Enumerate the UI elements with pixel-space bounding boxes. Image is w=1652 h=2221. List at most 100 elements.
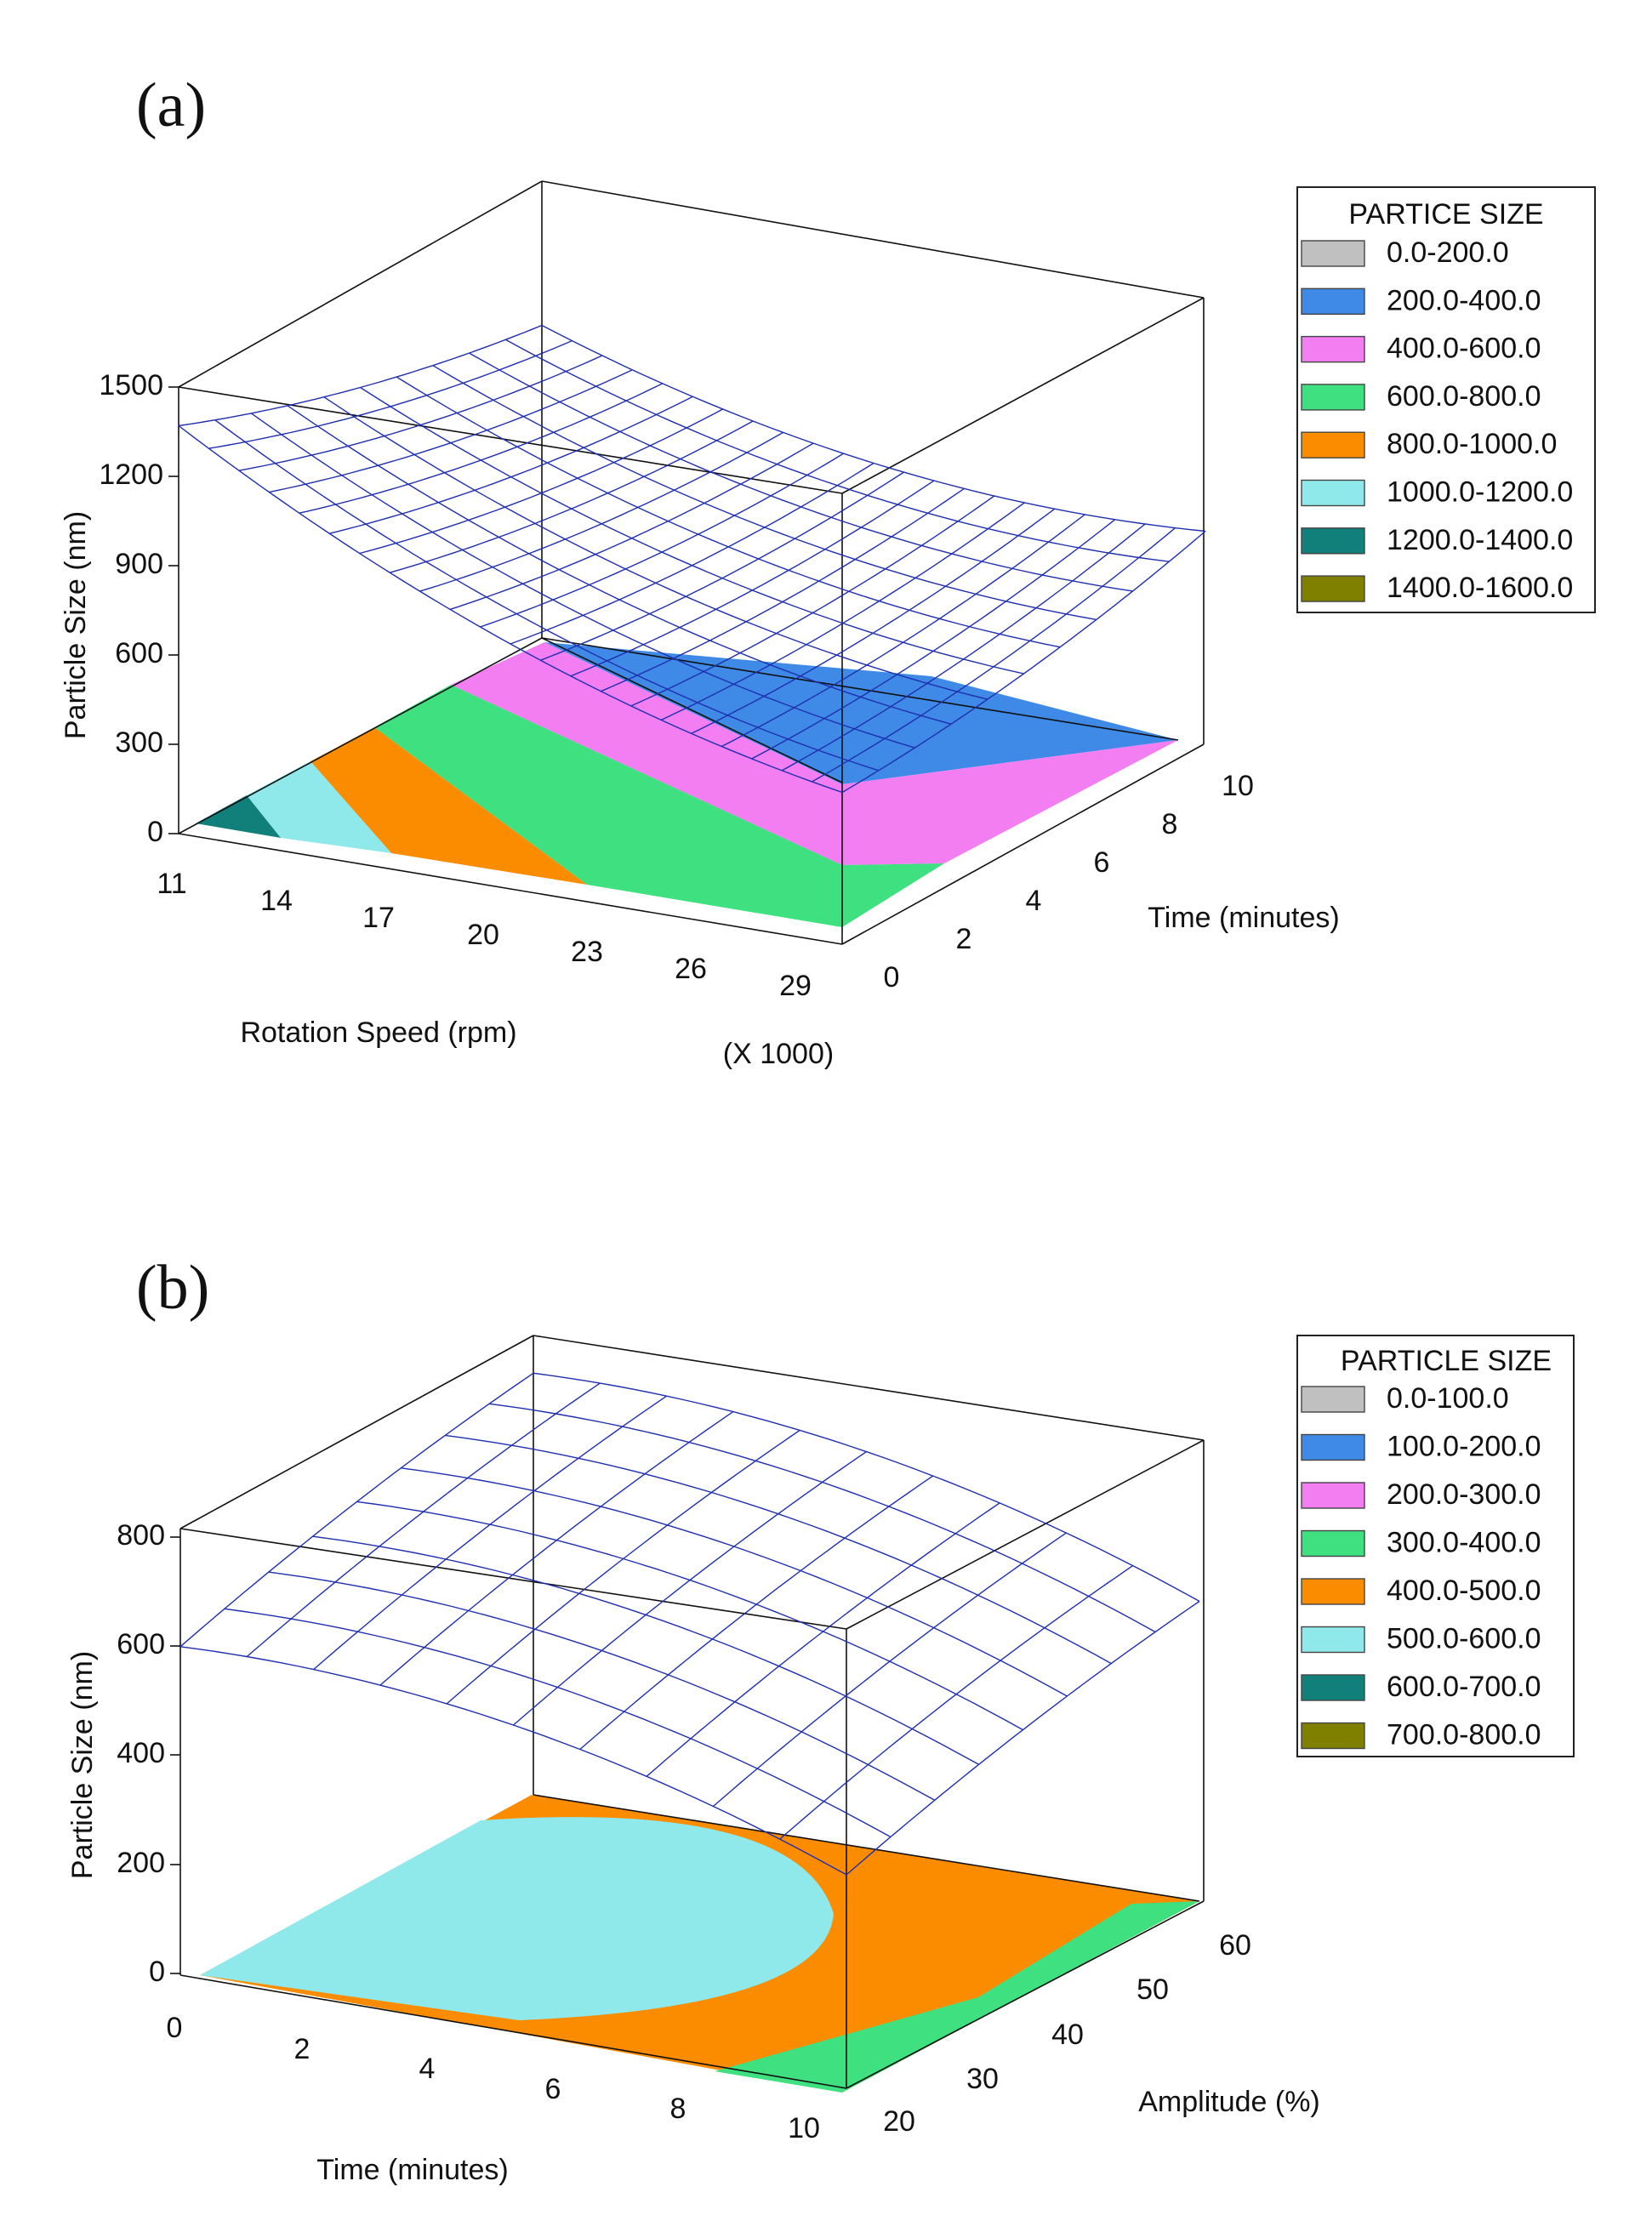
legend-swatch — [1301, 384, 1365, 411]
legend-entry-label: 600.0-700.0 — [1387, 1671, 1541, 1703]
floor-region-a-200-400 — [544, 642, 1178, 784]
legend-entry-label: 400.0-500.0 — [1387, 1575, 1541, 1607]
floor-contours-a — [196, 642, 1178, 927]
y-tick-label-b: 30 — [966, 2063, 999, 2095]
y-tick-label-b: 40 — [1051, 2019, 1084, 2051]
x-tick-label-a: 26 — [675, 953, 707, 985]
mesh-line — [238, 355, 603, 471]
z-tick-label-b: 0 — [149, 1956, 165, 1988]
legend-entry-label: 500.0-600.0 — [1387, 1622, 1541, 1654]
legend-swatch — [1301, 1386, 1365, 1413]
x-axis-label-a: Rotation Speed (rpm) — [240, 1017, 516, 1049]
box-frame-b — [179, 1335, 1205, 2089]
z-tick-label-b: 400 — [117, 1737, 165, 1769]
y-tick-label-b: 50 — [1136, 1973, 1169, 2006]
y-axis-label-a: Time (minutes) — [1148, 902, 1339, 934]
z-axis-a: 0 300 600 900 1200 1500 Particle Size (n… — [60, 369, 179, 848]
y-tick-label-a: 8 — [1162, 808, 1178, 840]
legend-swatch — [1301, 527, 1365, 555]
y-tick-label-a: 10 — [1222, 770, 1254, 802]
x-tick-label-a: 23 — [571, 936, 603, 968]
legend-swatch — [1301, 1482, 1365, 1509]
mesh-line — [178, 324, 543, 427]
mesh-line — [312, 1535, 979, 1765]
box-edge-b — [846, 1439, 1205, 1630]
z-axis-label-b: Particle Size (nm) — [66, 1651, 99, 1879]
y-axis-b: 20 30 40 50 60 Amplitude (%) — [883, 1929, 1320, 2138]
mesh-line — [721, 514, 1085, 748]
chart-a: (a) — [60, 71, 1596, 1070]
z-tick-label-a: 900 — [115, 548, 163, 580]
x-tick-label-b: 10 — [788, 2112, 820, 2144]
mesh-line — [779, 1565, 1134, 1840]
box-edge-b — [846, 1900, 1205, 2089]
legend-title-b: PARTICLE SIZE — [1341, 1345, 1552, 1377]
legend-entry-label: 800.0-1000.0 — [1387, 428, 1557, 460]
mesh-line — [841, 530, 1206, 794]
mesh-line — [390, 420, 754, 573]
y-tick-label-a: 0 — [884, 961, 900, 994]
legend-title-a: PARTICE SIZE — [1348, 198, 1543, 231]
mesh-line — [432, 365, 1097, 621]
z-tick-label-b: 600 — [117, 1628, 165, 1660]
mesh-line — [313, 1395, 667, 1671]
legend-entry-label: 600.0-800.0 — [1387, 380, 1541, 413]
x-tick-label-a: 17 — [362, 902, 395, 934]
mesh-line — [541, 324, 1206, 532]
mesh-line — [246, 1382, 601, 1658]
mesh-line — [533, 1372, 1200, 1603]
legend-entry-label: 1400.0-1600.0 — [1387, 572, 1573, 604]
z-tick-label-a: 1500 — [99, 369, 163, 401]
surface-mesh-a — [178, 324, 1206, 794]
x-tick-label-b: 0 — [167, 2012, 183, 2044]
box-edge-a — [841, 743, 1205, 945]
box-edge-a — [841, 297, 1205, 494]
legend-swatch — [1301, 240, 1365, 267]
legend-swatch — [1301, 1578, 1365, 1605]
x-tick-label-b: 2 — [294, 2033, 310, 2065]
x-tick-label-b: 6 — [545, 2073, 561, 2105]
box-edge-a — [178, 833, 843, 945]
legend-swatch — [1301, 288, 1365, 315]
mesh-line — [299, 383, 664, 514]
surface-mesh-b — [179, 1372, 1200, 1876]
z-tick-label-a: 0 — [147, 816, 163, 848]
mesh-line — [570, 480, 935, 677]
legend-entry-label: 1000.0-1200.0 — [1387, 476, 1573, 508]
mesh-line — [579, 1475, 934, 1751]
mesh-line — [712, 1532, 1067, 1808]
legend-entries-a: 0.0-200.0 200.0-400.0 400.0-600.0 600.0-800… — [1301, 236, 1573, 604]
mesh-line — [691, 508, 1056, 734]
legend-swatch — [1301, 1626, 1365, 1654]
floor-region-a-400-600 — [451, 642, 1178, 865]
mesh-line — [449, 442, 814, 611]
mesh-line — [379, 1411, 734, 1686]
mesh-line — [812, 527, 1176, 783]
y-tick-label-a: 6 — [1094, 846, 1110, 879]
box-edge-b — [533, 1794, 1200, 1902]
x-tick-label-a: 20 — [467, 919, 499, 951]
legend-swatch — [1301, 1529, 1365, 1558]
box-edge-a — [541, 637, 843, 783]
z-tick-label-b: 200 — [117, 1847, 165, 1879]
legend-b: PARTICLE SIZE 0.0-100.0 100.0-200.0 200.0-… — [1296, 1335, 1575, 1757]
mesh-line — [540, 471, 904, 661]
legend-entries-b: 0.0-100.0 100.0-200.0 200.0-300.0 300.0-400… — [1301, 1382, 1541, 1751]
mesh-line — [329, 396, 693, 534]
mesh-line — [268, 1571, 936, 1801]
legend-entry-label: 200.0-400.0 — [1387, 284, 1541, 316]
legend-swatch — [1301, 431, 1365, 458]
z-tick-label-a: 300 — [115, 726, 163, 759]
x-axis-label-b: Time (minutes) — [316, 2154, 508, 2186]
mesh-line — [446, 1429, 800, 1705]
z-tick-label-a: 600 — [115, 637, 163, 669]
mesh-line — [846, 1600, 1200, 1876]
mesh-line — [751, 519, 1116, 760]
x-tick-label-a: 14 — [260, 885, 293, 917]
box-edge-a — [541, 180, 1205, 299]
y-axis-label-b: Amplitude (%) — [1138, 2086, 1320, 2118]
floor-region-a-600-800 — [374, 685, 944, 927]
mesh-line — [513, 1451, 867, 1726]
